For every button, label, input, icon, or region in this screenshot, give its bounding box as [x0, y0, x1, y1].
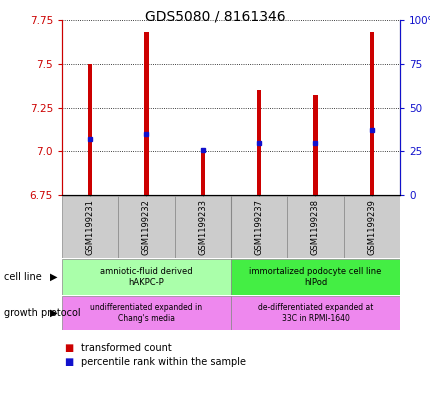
Text: GSM1199233: GSM1199233: [198, 199, 207, 255]
Bar: [256, 90, 261, 195]
Text: growth protocol: growth protocol: [4, 308, 81, 318]
Bar: [287, 196, 343, 258]
Bar: [200, 148, 205, 195]
Bar: [62, 259, 230, 295]
Text: GSM1199232: GSM1199232: [141, 199, 150, 255]
Bar: [369, 32, 373, 195]
Bar: [118, 196, 174, 258]
Text: GSM1199238: GSM1199238: [310, 199, 319, 255]
Text: GSM1199237: GSM1199237: [254, 199, 263, 255]
Bar: [230, 259, 399, 295]
Bar: [230, 196, 287, 258]
Text: transformed count: transformed count: [81, 343, 172, 353]
Text: ▶: ▶: [50, 272, 58, 282]
Bar: [313, 95, 317, 195]
Bar: [144, 32, 148, 195]
Text: de-differentiated expanded at
33C in RPMI-1640: de-differentiated expanded at 33C in RPM…: [257, 303, 372, 323]
Bar: [62, 196, 118, 258]
Text: amniotic-fluid derived
hAKPC-P: amniotic-fluid derived hAKPC-P: [100, 267, 192, 287]
Text: immortalized podocyte cell line
hIPod: immortalized podocyte cell line hIPod: [249, 267, 381, 287]
Text: GSM1199239: GSM1199239: [366, 199, 375, 255]
Bar: [230, 296, 399, 330]
Text: percentile rank within the sample: percentile rank within the sample: [81, 357, 246, 367]
Text: GDS5080 / 8161346: GDS5080 / 8161346: [145, 10, 285, 24]
Text: undifferentiated expanded in
Chang's media: undifferentiated expanded in Chang's med…: [90, 303, 202, 323]
Bar: [62, 296, 230, 330]
Bar: [343, 196, 399, 258]
Text: ■: ■: [64, 357, 73, 367]
Text: ▶: ▶: [50, 308, 58, 318]
Text: cell line: cell line: [4, 272, 42, 282]
Bar: [174, 196, 230, 258]
Bar: [88, 64, 92, 195]
Text: GSM1199231: GSM1199231: [86, 199, 95, 255]
Text: ■: ■: [64, 343, 73, 353]
